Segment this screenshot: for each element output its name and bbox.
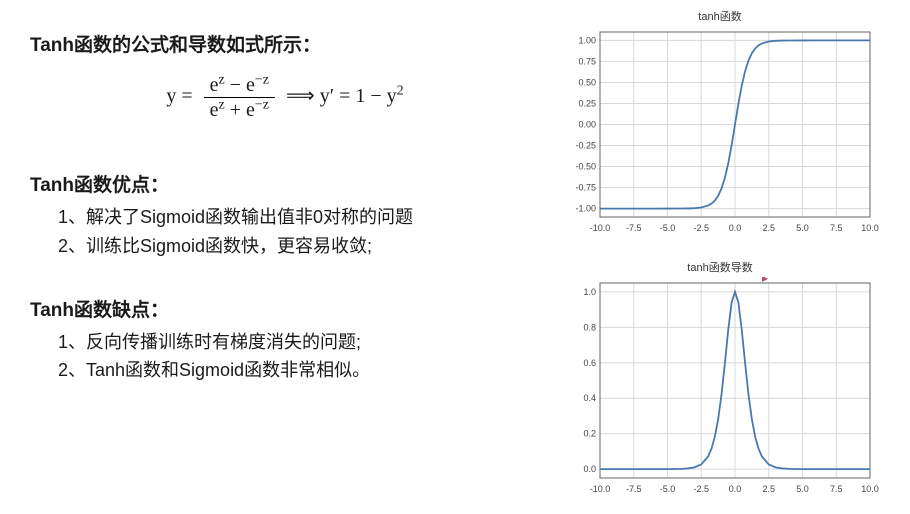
svg-text:0.0: 0.0: [729, 223, 742, 233]
tanh-deriv-chart: tanh函数导数 -10.0 -7.5 -5.0 -2.5 0.0 2.5 5.0 7.5 10…: [560, 259, 880, 500]
tanh-formula: y = ez − e−z ez + e−z ⟹ y′ = 1 − y2: [30, 75, 540, 120]
svg-text:7.5: 7.5: [830, 484, 843, 494]
svg-text:-7.5: -7.5: [626, 223, 642, 233]
svg-text:5.0: 5.0: [796, 484, 809, 494]
pros-item: 2、训练比Sigmoid函数快，更容易收敛;: [58, 232, 540, 261]
svg-text:-0.75: -0.75: [575, 183, 596, 193]
svg-text:0.4: 0.4: [583, 393, 596, 403]
tanh-chart-svg: -10.0 -7.5 -5.0 -2.5 0.0 2.5 5.0 7.5 10.0 -1.00 -0…: [560, 26, 880, 239]
svg-text:7.5: 7.5: [830, 223, 843, 233]
pros-title: Tanh函数优点：: [30, 170, 540, 197]
cons-item: 1、反向传播训练时有梯度消失的问题;: [58, 328, 540, 357]
svg-text:10.0: 10.0: [861, 223, 879, 233]
svg-text:-0.50: -0.50: [575, 162, 596, 172]
svg-text:-1.00: -1.00: [575, 204, 596, 214]
text-column: Tanh函数的公式和导数如式所示： y = ez − e−z ez + e−z …: [0, 0, 560, 514]
svg-text:-5.0: -5.0: [660, 484, 676, 494]
svg-text:1.0: 1.0: [583, 287, 596, 297]
svg-text:0.0: 0.0: [729, 484, 742, 494]
svg-text:-5.0: -5.0: [660, 223, 676, 233]
cons-item: 2、Tanh函数和Sigmoid函数非常相似。: [58, 356, 540, 385]
svg-text:0.50: 0.50: [578, 77, 596, 87]
tanh-chart: tanh函数 -10.0 -7.5 -5.0 -2.5 0.0 2.5 5.0 7.5 10.0…: [560, 8, 880, 239]
tanh-deriv-chart-svg: -10.0 -7.5 -5.0 -2.5 0.0 2.5 5.0 7.5 10.0 0.0 0.2 0…: [560, 277, 880, 500]
svg-text:0.2: 0.2: [583, 429, 596, 439]
pros-item: 1、解决了Sigmoid函数输出值非0对称的问题: [58, 203, 540, 232]
svg-text:0.6: 0.6: [583, 358, 596, 368]
svg-text:10.0: 10.0: [861, 484, 879, 494]
svg-text:0.00: 0.00: [578, 120, 596, 130]
formula-heading: Tanh函数的公式和导数如式所示：: [30, 30, 540, 57]
chart-title: tanh函数导数: [560, 259, 880, 275]
svg-text:1.00: 1.00: [578, 35, 596, 45]
svg-text:-2.5: -2.5: [693, 484, 709, 494]
svg-text:-10.0: -10.0: [590, 484, 611, 494]
chart-title: tanh函数: [560, 8, 880, 24]
svg-text:-2.5: -2.5: [693, 223, 709, 233]
svg-text:2.5: 2.5: [762, 223, 775, 233]
charts-column: tanh函数 -10.0 -7.5 -5.0 -2.5 0.0 2.5 5.0 7.5 10.0…: [560, 0, 910, 514]
svg-text:-7.5: -7.5: [626, 484, 642, 494]
svg-text:0.8: 0.8: [583, 322, 596, 332]
svg-text:5.0: 5.0: [796, 223, 809, 233]
cons-title: Tanh函数缺点：: [30, 295, 540, 322]
svg-text:0.25: 0.25: [578, 98, 596, 108]
svg-text:▸: ▸: [762, 277, 768, 285]
svg-text:-0.25: -0.25: [575, 141, 596, 151]
svg-text:0.75: 0.75: [578, 56, 596, 66]
svg-text:-10.0: -10.0: [590, 223, 611, 233]
svg-text:2.5: 2.5: [762, 484, 775, 494]
svg-text:0.0: 0.0: [583, 464, 596, 474]
